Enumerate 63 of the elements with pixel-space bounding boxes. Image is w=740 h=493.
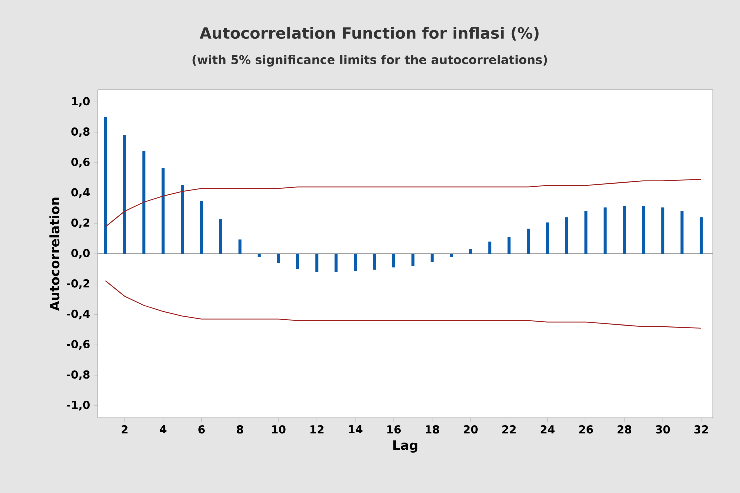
chart-subtitle: (with 5% significance limits for the autocorrelations) — [192, 55, 548, 67]
bar — [162, 168, 165, 254]
x-tick-label: 32 — [694, 426, 708, 434]
bar — [354, 254, 358, 272]
bar — [334, 254, 338, 272]
bar — [123, 136, 126, 254]
bar — [488, 242, 492, 254]
bar — [200, 201, 204, 254]
y-axis-title: Autocorrelation — [50, 198, 60, 312]
bar — [373, 254, 376, 270]
bar — [527, 228, 530, 254]
y-tick-label: 0,0 — [72, 249, 90, 259]
bar — [142, 151, 146, 254]
bar — [584, 211, 588, 254]
y-tick-label: 0,8 — [72, 128, 90, 138]
y-tick-label: 1,0 — [72, 97, 90, 107]
y-tick-label: -0,6 — [67, 340, 90, 350]
bar — [238, 240, 242, 254]
y-tick-label: 0,6 — [72, 158, 90, 168]
x-tick-label: 14 — [349, 426, 363, 434]
x-tick-label: 8 — [237, 426, 244, 434]
bar — [450, 254, 454, 258]
y-tick-label: -0,2 — [67, 280, 90, 290]
bar — [680, 211, 684, 254]
y-tick-label: 0,2 — [72, 218, 90, 228]
bar — [392, 254, 396, 268]
bar — [296, 254, 300, 270]
y-tick-label: -0,8 — [67, 370, 90, 380]
bar — [316, 254, 319, 272]
bar — [565, 218, 568, 254]
x-tick-label: 22 — [502, 426, 516, 434]
bar — [546, 222, 550, 254]
bar — [220, 219, 223, 254]
bar — [508, 237, 511, 254]
x-tick-label: 30 — [656, 426, 670, 434]
bar — [642, 206, 646, 254]
x-tick-label: 6 — [198, 426, 205, 434]
bar — [181, 185, 184, 254]
bar — [104, 117, 108, 254]
x-tick-label: 24 — [540, 426, 555, 434]
y-tick-label: -1,0 — [67, 401, 90, 411]
x-tick-label: 20 — [464, 426, 478, 434]
y-tick-label: -0,4 — [67, 310, 90, 320]
x-tick-label: 12 — [310, 426, 324, 434]
x-tick-label: 16 — [388, 426, 402, 434]
bar — [277, 254, 280, 264]
x-tick-label: 10 — [272, 426, 286, 434]
x-tick-label: 28 — [618, 426, 632, 434]
bar — [604, 208, 607, 254]
chart-title: Autocorrelation Function for inflasi (%) — [200, 27, 539, 41]
x-tick-label: 18 — [426, 426, 440, 434]
bar — [662, 208, 665, 254]
bar — [623, 206, 626, 254]
bar — [258, 254, 261, 258]
x-tick-label: 26 — [579, 426, 594, 434]
bar — [700, 218, 703, 254]
bar — [469, 249, 472, 254]
x-tick-label: 2 — [122, 426, 128, 434]
x-tick-label: 4 — [160, 426, 167, 434]
y-tick-label: 0,4 — [72, 188, 90, 198]
bar — [412, 254, 415, 266]
bar — [430, 254, 434, 262]
x-axis-title: Lag — [394, 440, 418, 453]
